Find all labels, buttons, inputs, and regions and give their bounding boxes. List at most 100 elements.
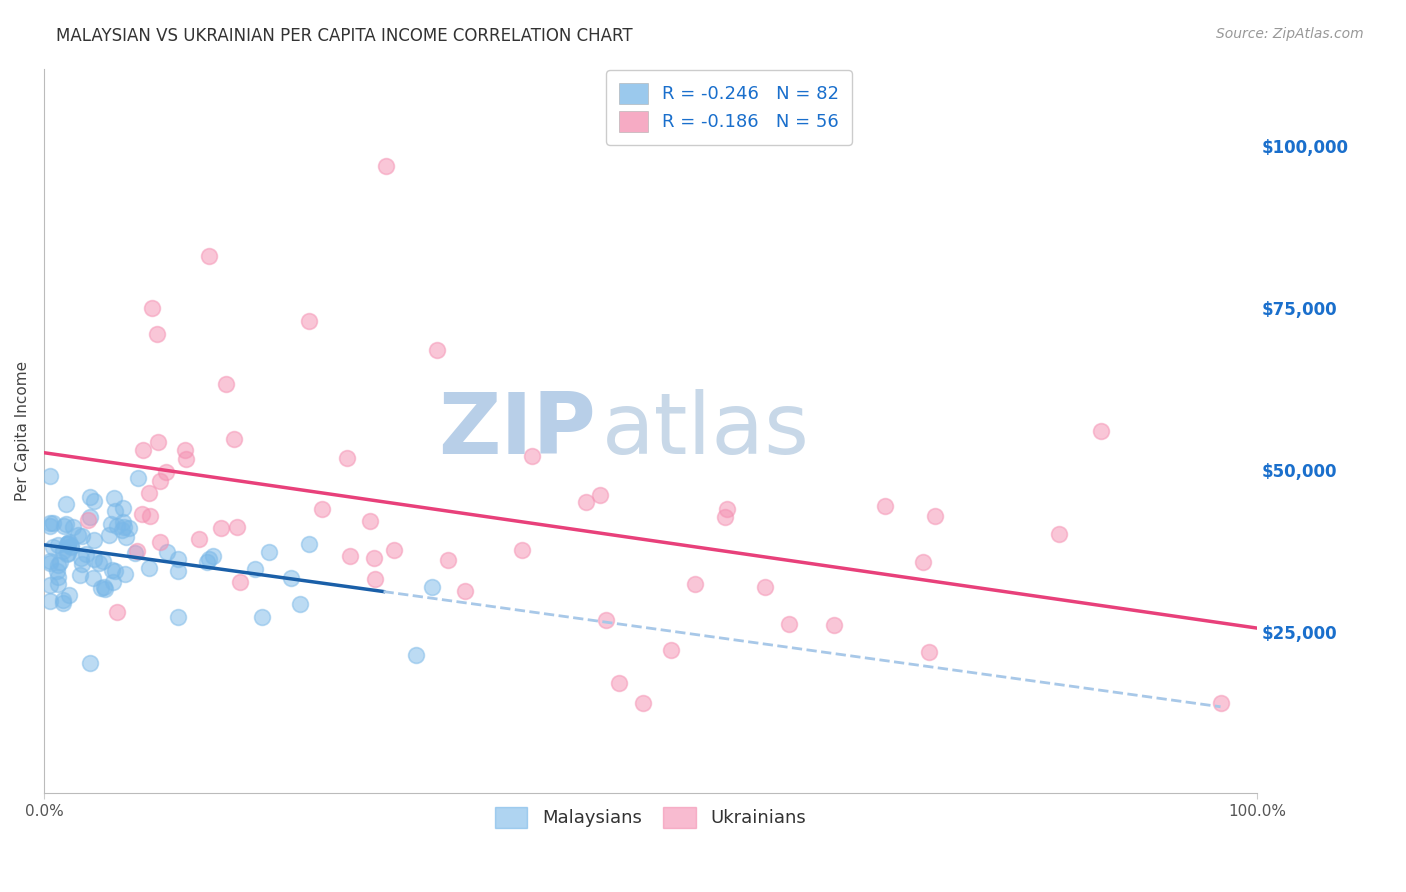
Point	[104, 504, 127, 518]
Point	[148, 475, 170, 489]
Point	[79, 490, 101, 504]
Point	[138, 486, 160, 500]
Point	[97, 528, 120, 542]
Point	[1090, 424, 1112, 438]
Point	[1209, 696, 1232, 710]
Point	[52, 593, 75, 607]
Point	[250, 610, 273, 624]
Point	[55, 497, 77, 511]
Point	[56, 537, 79, 551]
Point	[298, 537, 321, 551]
Point	[420, 580, 443, 594]
Point	[173, 442, 195, 457]
Point	[93, 581, 115, 595]
Point	[101, 575, 124, 590]
Point	[94, 582, 117, 596]
Point	[39, 554, 62, 568]
Point	[103, 491, 125, 505]
Point	[198, 249, 221, 263]
Point	[39, 468, 62, 483]
Point	[139, 508, 162, 523]
Point	[918, 645, 941, 659]
Point	[124, 546, 146, 560]
Point	[823, 618, 845, 632]
Point	[62, 520, 84, 534]
Point	[127, 471, 149, 485]
Point	[364, 572, 387, 586]
Point	[209, 521, 232, 535]
Point	[141, 301, 163, 315]
Text: MALAYSIAN VS UKRAINIAN PER CAPITA INCOME CORRELATION CHART: MALAYSIAN VS UKRAINIAN PER CAPITA INCOME…	[56, 27, 633, 45]
Point	[607, 676, 630, 690]
Point	[127, 544, 149, 558]
Point	[46, 538, 69, 552]
Point	[174, 452, 197, 467]
Point	[79, 510, 101, 524]
Point	[510, 542, 533, 557]
Point	[52, 596, 75, 610]
Point	[575, 494, 598, 508]
Point	[55, 516, 77, 531]
Point	[105, 605, 128, 619]
Point	[42, 540, 65, 554]
Point	[589, 488, 612, 502]
Point	[195, 555, 218, 569]
Point	[82, 571, 104, 585]
Point	[225, 520, 247, 534]
Point	[778, 617, 800, 632]
Point	[112, 515, 135, 529]
Point	[167, 552, 190, 566]
Point	[76, 512, 98, 526]
Point	[67, 528, 90, 542]
Point	[924, 509, 946, 524]
Point	[359, 514, 381, 528]
Point	[148, 435, 170, 450]
Point	[105, 519, 128, 533]
Point	[595, 613, 617, 627]
Point	[188, 532, 211, 546]
Point	[631, 696, 654, 710]
Point	[104, 564, 127, 578]
Point	[454, 583, 477, 598]
Point	[46, 577, 69, 591]
Point	[374, 159, 396, 173]
Point	[118, 521, 141, 535]
Point	[222, 432, 245, 446]
Point	[911, 555, 934, 569]
Text: atlas: atlas	[602, 390, 810, 473]
Y-axis label: Per Capita Income: Per Capita Income	[15, 361, 30, 501]
Point	[69, 550, 91, 565]
Point	[522, 449, 544, 463]
Point	[288, 597, 311, 611]
Point	[111, 524, 134, 538]
Point	[55, 536, 77, 550]
Point	[39, 556, 62, 570]
Point	[56, 535, 79, 549]
Point	[39, 593, 62, 607]
Point	[155, 465, 177, 479]
Point	[70, 528, 93, 542]
Point	[167, 564, 190, 578]
Point	[298, 314, 321, 328]
Point	[405, 648, 427, 662]
Point	[426, 343, 449, 357]
Point	[83, 533, 105, 547]
Point	[156, 545, 179, 559]
Point	[58, 546, 80, 560]
Point	[58, 588, 80, 602]
Point	[39, 578, 62, 592]
Point	[89, 556, 111, 570]
Point	[363, 551, 385, 566]
Point	[215, 377, 238, 392]
Point	[46, 564, 69, 578]
Point	[336, 450, 359, 465]
Point	[46, 558, 69, 572]
Point	[52, 543, 75, 558]
Text: ZIP: ZIP	[439, 390, 596, 473]
Point	[754, 581, 776, 595]
Point	[437, 553, 460, 567]
Point	[229, 574, 252, 589]
Point	[75, 547, 97, 561]
Point	[311, 502, 333, 516]
Point	[149, 535, 172, 549]
